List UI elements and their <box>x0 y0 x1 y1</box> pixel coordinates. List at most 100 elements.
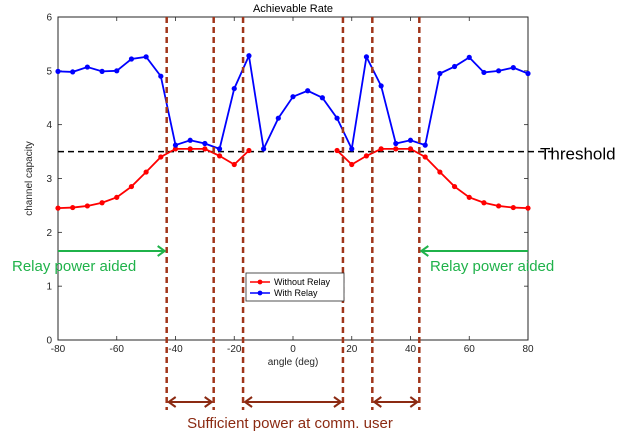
series-2-point <box>305 88 311 94</box>
series-1-point <box>525 205 531 211</box>
legend-entry: With Relay <box>274 288 318 298</box>
series-2-point <box>114 68 120 74</box>
sufficient-power-label: Sufficient power at comm. user <box>187 415 393 432</box>
series-2-point <box>158 73 164 79</box>
x-tick-label: -80 <box>51 344 66 355</box>
series-2-point <box>290 94 296 100</box>
series-2-point <box>143 54 149 60</box>
series-1-point <box>158 154 164 160</box>
x-tick-label: -60 <box>110 344 125 355</box>
series-1-point <box>143 169 149 175</box>
series-2-point <box>202 140 208 147</box>
series-2-point <box>378 83 384 89</box>
arrow-head <box>333 396 343 408</box>
x-tick-label: 40 <box>405 344 417 355</box>
series-1-point <box>187 146 193 152</box>
series-1-point <box>393 146 399 152</box>
series-1-point <box>407 146 414 152</box>
x-tick-label: 60 <box>464 344 476 355</box>
y-tick-label: 1 <box>46 282 52 293</box>
series-2-point <box>510 65 516 71</box>
series-1-point <box>451 183 458 190</box>
y-tick-label: 5 <box>46 66 52 77</box>
series-2-point <box>231 85 237 92</box>
series-1-point <box>481 200 487 206</box>
series-2-point <box>70 69 76 75</box>
series-2-point <box>319 95 325 101</box>
series-1-point <box>128 183 135 190</box>
x-tick-label: -20 <box>227 344 242 355</box>
series-2-point <box>55 68 61 74</box>
relay-aided-left-label: Relay power aided <box>12 258 136 275</box>
x-axis-label: angle (deg) <box>268 357 319 368</box>
series-2-point <box>261 146 267 152</box>
series-1-point <box>84 203 90 209</box>
arrow-head <box>419 245 429 257</box>
arrow-head <box>372 396 382 408</box>
series-1-point <box>70 204 76 211</box>
threshold-label: Threshold <box>540 145 616 164</box>
legend-marker <box>257 290 263 296</box>
legend-entry: Without Relay <box>274 277 331 287</box>
series-2-point <box>99 68 105 74</box>
series-2-point <box>349 146 355 152</box>
series-1-point <box>246 147 252 154</box>
series-2-point <box>187 137 193 143</box>
series-2-point <box>451 63 458 70</box>
relay-aided-right-label: Relay power aided <box>430 258 554 275</box>
series-2-point <box>246 53 252 59</box>
series-2-point <box>525 70 531 77</box>
series-1-point <box>422 154 428 160</box>
chart-title: Achievable Rate <box>253 3 333 15</box>
series-1-point <box>334 147 340 154</box>
series-2-point <box>437 70 443 77</box>
arrow-head <box>204 396 214 408</box>
series-2-point <box>334 115 340 121</box>
region-arrows <box>58 245 528 408</box>
series-2-point <box>481 69 487 76</box>
series-1-point <box>172 146 179 152</box>
series-1-point <box>114 194 120 200</box>
y-tick-label: 2 <box>46 228 52 239</box>
series-1-point <box>437 169 443 175</box>
series-2-point <box>128 56 135 62</box>
series-2-point <box>216 146 223 152</box>
series-1-point <box>349 161 355 168</box>
series-1-point <box>363 153 370 159</box>
series-2-point <box>393 140 399 147</box>
series-2-point <box>172 142 179 148</box>
legend-box <box>245 272 345 302</box>
y-tick-label: 3 <box>46 174 52 185</box>
y-tick-label: 0 <box>46 336 52 347</box>
arrow-head <box>409 396 420 408</box>
series-1-point <box>202 146 208 152</box>
series-line-2 <box>57 52 529 152</box>
series-layer <box>55 52 531 211</box>
series-1-point <box>55 205 61 211</box>
region-boundaries <box>165 17 421 410</box>
series-2-point <box>407 137 414 143</box>
series-1-point <box>231 161 237 168</box>
y-tick-label: 6 <box>46 13 52 24</box>
series-1-point <box>466 194 472 200</box>
x-tick-label: 20 <box>346 344 358 355</box>
arrow-head <box>166 396 177 408</box>
series-2-point <box>275 115 281 121</box>
y-axis-label: channel capacity <box>24 141 35 216</box>
series-2-point <box>422 142 428 148</box>
y-axis-ticks: 0 1 2 3 4 5 6 <box>46 13 528 347</box>
series-2-point <box>496 68 502 74</box>
x-tick-label: 80 <box>522 344 534 355</box>
series-1-point <box>99 200 105 206</box>
series-1-point <box>510 204 516 211</box>
series-1-point <box>216 153 223 159</box>
series-2-point <box>466 54 472 60</box>
x-axis-ticks: -80 -60 -40 -20 0 20 40 60 80 <box>51 17 534 355</box>
x-tick-label: 0 <box>290 344 296 355</box>
legend-marker <box>257 279 263 285</box>
x-tick-label: -40 <box>168 344 183 355</box>
series-1-point <box>496 203 502 209</box>
series-1-point <box>378 146 384 152</box>
